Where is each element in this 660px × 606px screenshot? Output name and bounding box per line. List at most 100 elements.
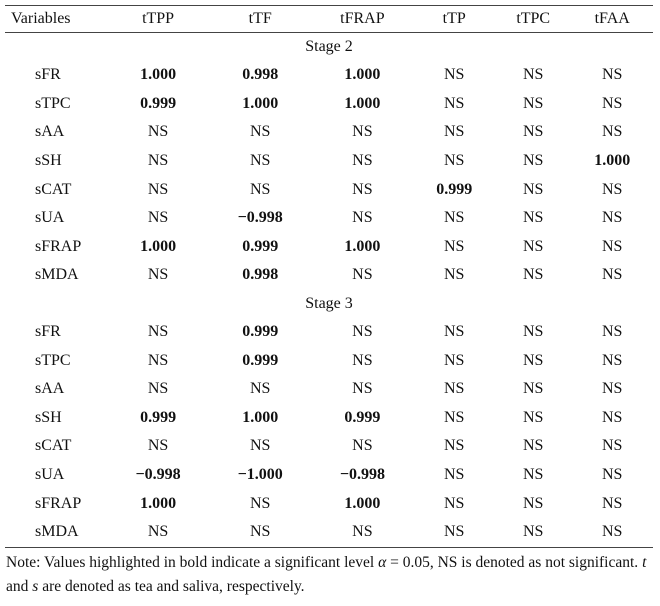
- value-cell: NS: [250, 437, 271, 455]
- value-cell: NS: [413, 517, 495, 548]
- note-text-3: and: [6, 578, 33, 595]
- value-cell: NS: [443, 123, 465, 141]
- value-cell: NS: [522, 237, 544, 255]
- table-note: Note: Values highlighted in bold indicat…: [6, 551, 652, 599]
- variable-cell: sTPC: [35, 94, 71, 112]
- value-cell: NS: [352, 123, 373, 141]
- variable-cell: sUA: [35, 466, 65, 484]
- value-cell: NS: [147, 351, 169, 369]
- value-cell: NS: [443, 237, 465, 255]
- value-cell: 0.999: [436, 180, 473, 198]
- variable-cell: sUA: [35, 209, 65, 227]
- value-cell: NS: [522, 351, 544, 369]
- variable-cell: sCAT: [35, 180, 72, 198]
- value-cell: NS: [147, 266, 169, 284]
- table-row: sSH 0.999 1.000 0.999 NS NS NS: [5, 404, 653, 433]
- value-cell: NS: [352, 323, 373, 341]
- value-cell: NS: [209, 517, 312, 548]
- table-row: sCAT NS NS NS 0.999 NS NS: [5, 175, 653, 204]
- value-cell: NS: [443, 209, 465, 227]
- value-cell: NS: [250, 123, 271, 141]
- value-cell: NS: [352, 180, 373, 198]
- value-cell: 0.998: [242, 266, 279, 284]
- note-text-1: Note: Values highlighted in bold indicat…: [6, 554, 379, 571]
- value-cell: NS: [522, 380, 544, 398]
- value-cell: 1.000: [344, 66, 381, 84]
- value-cell: 1.000: [594, 152, 631, 170]
- value-cell: NS: [443, 152, 465, 170]
- value-cell: 0.998: [242, 66, 279, 84]
- table-row: sMDA NS 0.998 NS NS NS NS: [5, 261, 653, 290]
- variable-cell: sFR: [35, 66, 61, 84]
- variable-cell: sTPC: [35, 351, 71, 369]
- value-cell: NS: [522, 152, 544, 170]
- table-row: sTPC 0.999 1.000 1.000 NS NS NS: [5, 90, 653, 119]
- correlation-table: Variables tTPP tTF tFRAP tTP tTPC tFAA S…: [5, 5, 653, 548]
- header-row: Variables tTPP tTF tFRAP tTP tTPC tFAA: [5, 5, 653, 33]
- note-alpha: α: [378, 554, 387, 571]
- value-cell: NS: [352, 152, 373, 170]
- variable-cell: sAA: [35, 123, 65, 141]
- variable-cell: sCAT: [35, 437, 72, 455]
- value-cell: NS: [147, 123, 169, 141]
- value-cell: NS: [352, 380, 373, 398]
- value-cell: NS: [602, 351, 623, 369]
- value-cell: NS: [443, 380, 465, 398]
- value-cell: NS: [352, 209, 373, 227]
- variable-cell: sMDA: [5, 517, 107, 548]
- value-cell: 0.999: [140, 408, 177, 426]
- value-cell: 1.000: [344, 237, 381, 255]
- value-cell: NS: [602, 94, 623, 112]
- value-cell: 0.999: [242, 237, 279, 255]
- value-cell: NS: [443, 94, 465, 112]
- value-cell: NS: [522, 123, 544, 141]
- value-cell: NS: [522, 180, 544, 198]
- stage-3-body: Stage 3 sFR NS 0.999 NS NS NS NS sTPC NS 0.999 NS NS…: [5, 290, 653, 548]
- value-cell: −0.998: [237, 209, 283, 227]
- value-cell: NS: [602, 494, 623, 512]
- table-row: sTPC NS 0.999 NS NS NS NS: [5, 346, 653, 375]
- stage-label: Stage 2: [305, 38, 353, 55]
- value-cell: 0.999: [242, 323, 279, 341]
- note-t: t: [642, 554, 647, 571]
- table-row: sAA NS NS NS NS NS NS: [5, 118, 653, 147]
- value-cell: NS: [602, 237, 623, 255]
- value-cell: NS: [571, 517, 653, 548]
- value-cell: NS: [602, 266, 623, 284]
- value-cell: NS: [250, 380, 271, 398]
- value-cell: −0.998: [135, 466, 181, 484]
- value-cell: NS: [443, 437, 465, 455]
- table-row: sFR NS 0.999 NS NS NS NS: [5, 318, 653, 347]
- value-cell: NS: [250, 494, 271, 512]
- variable-cell: sFRAP: [35, 237, 82, 255]
- table-header: Variables tTPP tTF tFRAP tTP tTPC tFAA: [5, 5, 653, 33]
- value-cell: NS: [443, 66, 465, 84]
- value-cell: 0.999: [140, 94, 177, 112]
- header-tfrap: tFRAP: [311, 5, 414, 33]
- value-cell: NS: [147, 323, 169, 341]
- value-cell: 1.000: [140, 66, 177, 84]
- stage-2-body: Stage 2 sFR 1.000 0.998 1.000 NS NS NS sTPC 0.999…: [5, 33, 653, 290]
- value-cell: NS: [147, 209, 169, 227]
- table-row: sFRAP 1.000 0.999 1.000 NS NS NS: [5, 233, 653, 262]
- value-cell: NS: [250, 180, 271, 198]
- value-cell: NS: [494, 517, 572, 548]
- table-row: sUA NS −0.998 NS NS NS NS: [5, 204, 653, 233]
- table-row: sFRAP 1.000 NS 1.000 NS NS NS: [5, 489, 653, 518]
- variable-cell: sSH: [35, 152, 62, 170]
- value-cell: NS: [443, 323, 465, 341]
- value-cell: NS: [147, 380, 169, 398]
- value-cell: NS: [602, 66, 623, 84]
- value-cell: NS: [602, 380, 623, 398]
- stage-label: Stage 3: [305, 294, 353, 312]
- value-cell: NS: [602, 180, 623, 198]
- value-cell: 1.000: [242, 94, 279, 112]
- value-cell: NS: [522, 408, 544, 426]
- stage-row: Stage 2: [5, 33, 653, 62]
- value-cell: −0.998: [339, 466, 385, 484]
- value-cell: NS: [250, 152, 271, 170]
- value-cell: NS: [147, 152, 169, 170]
- value-cell: NS: [602, 209, 623, 227]
- variable-cell: sFRAP: [35, 494, 82, 512]
- value-cell: NS: [147, 180, 169, 198]
